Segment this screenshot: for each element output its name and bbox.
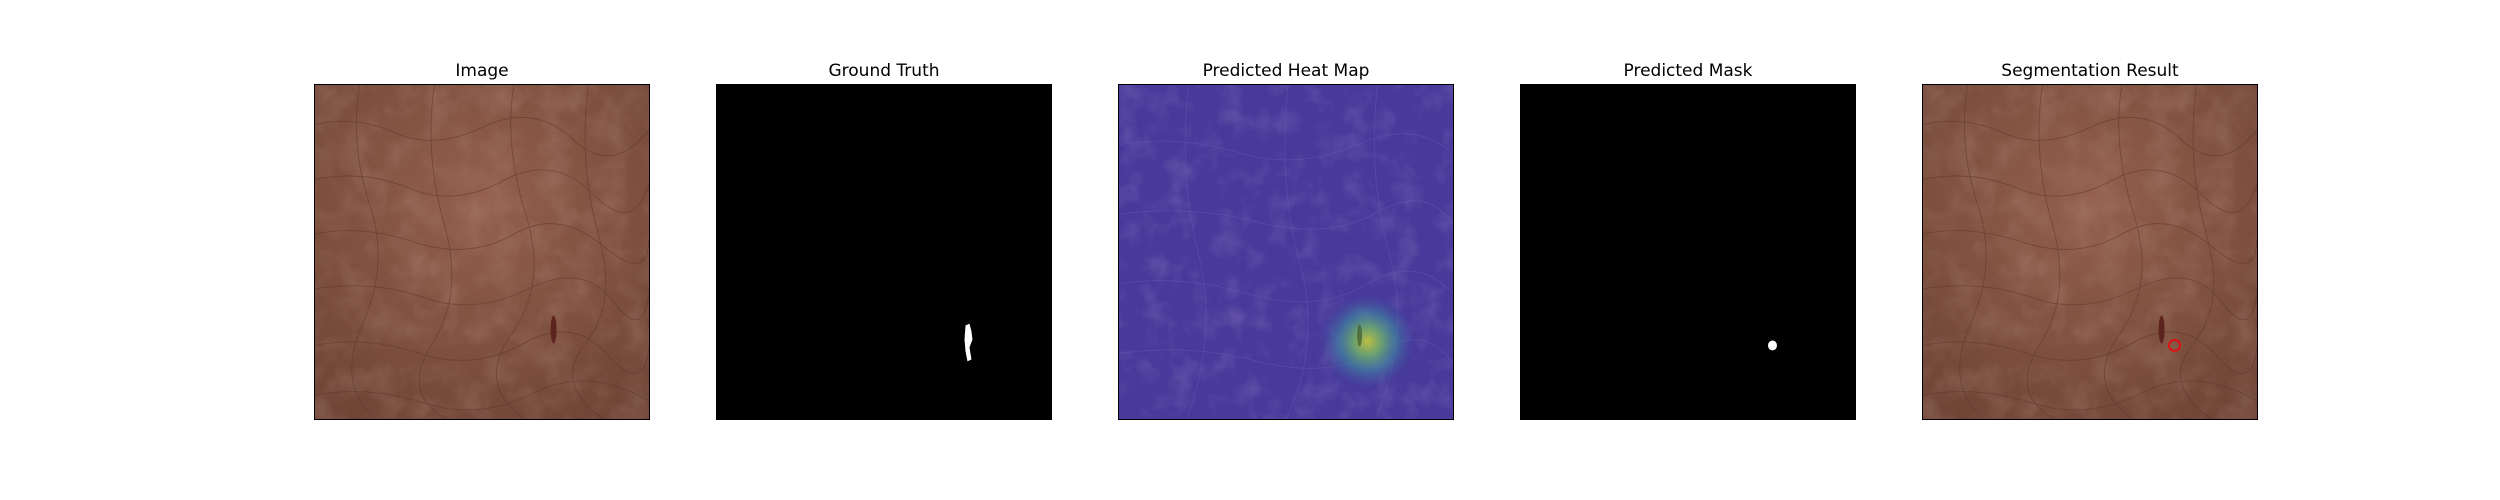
defect-mark <box>2158 315 2165 344</box>
defect-mark <box>550 315 557 344</box>
panel-title: Predicted Mask <box>1623 61 1753 81</box>
image-frame <box>314 84 650 420</box>
segmentation-frame <box>1922 84 2258 420</box>
heat-map <box>1119 85 1453 419</box>
heat-map-frame <box>1118 84 1454 420</box>
segmentation-overlay <box>1923 85 2257 419</box>
ground-truth-frame <box>716 84 1052 420</box>
predicted-mask-frame <box>1520 84 1856 420</box>
heat-hotspot <box>1319 293 1416 390</box>
leather-image <box>315 85 649 419</box>
ground-truth-mask <box>717 85 1051 419</box>
pred-region <box>1768 340 1777 351</box>
gt-region <box>964 323 973 362</box>
predicted-mask <box>1521 85 1855 419</box>
panel-title: Predicted Heat Map <box>1202 61 1370 81</box>
panel-title: Segmentation Result <box>2001 61 2179 81</box>
panel-title: Image <box>455 61 509 81</box>
panel-title: Ground Truth <box>828 61 940 81</box>
segmentation-contour <box>2168 338 2181 352</box>
